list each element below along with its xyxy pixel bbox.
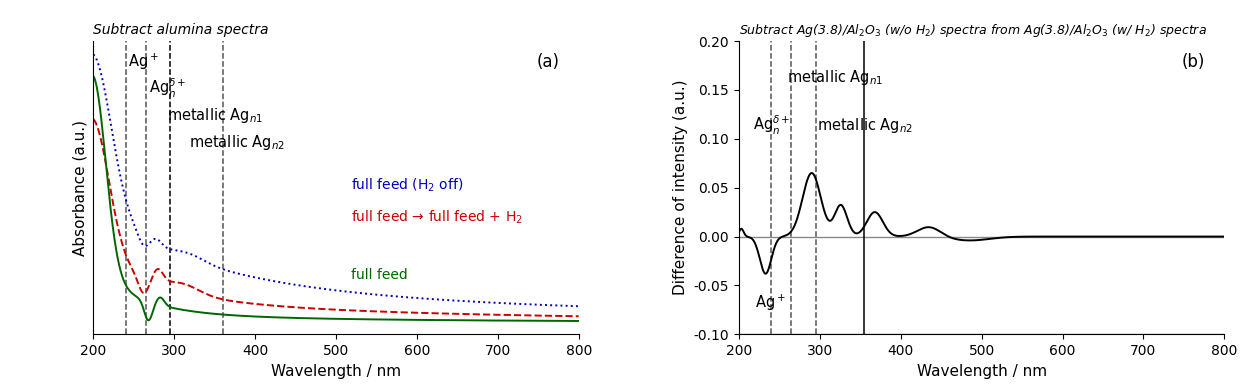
Text: metallic Ag$_{n1}$: metallic Ag$_{n1}$ <box>787 68 884 87</box>
X-axis label: Wavelength / nm: Wavelength / nm <box>916 364 1047 378</box>
Y-axis label: Difference of intensity (a.u.): Difference of intensity (a.u.) <box>672 80 687 296</box>
Text: full feed → full feed + H$_2$: full feed → full feed + H$_2$ <box>351 208 522 226</box>
Text: Ag$_n^{\delta+}$: Ag$_n^{\delta+}$ <box>753 113 791 136</box>
Text: Subtract alumina spectra: Subtract alumina spectra <box>93 23 268 37</box>
Text: (a): (a) <box>536 53 559 71</box>
Text: metallic Ag$_{n2}$: metallic Ag$_{n2}$ <box>189 133 286 152</box>
Text: Ag$^+$: Ag$^+$ <box>755 292 786 313</box>
Text: metallic Ag$_{n1}$: metallic Ag$_{n1}$ <box>167 106 264 125</box>
Text: Subtract Ag(3.8)/Al$_2$O$_3$ (w/o H$_2$) spectra from Ag(3.8)/Al$_2$O$_3$ (w/ H$: Subtract Ag(3.8)/Al$_2$O$_3$ (w/o H$_2$)… <box>738 22 1207 39</box>
Text: full feed (H$_2$ off): full feed (H$_2$ off) <box>351 176 462 194</box>
Text: metallic Ag$_{n2}$: metallic Ag$_{n2}$ <box>818 116 914 135</box>
Text: Ag$^+$: Ag$^+$ <box>128 52 159 72</box>
Text: (b): (b) <box>1182 53 1204 71</box>
Text: Ag$_n^{\delta+}$: Ag$_n^{\delta+}$ <box>149 77 186 100</box>
Y-axis label: Absorbance (a.u.): Absorbance (a.u.) <box>72 120 88 256</box>
X-axis label: Wavelength / nm: Wavelength / nm <box>271 364 401 378</box>
Text: full feed: full feed <box>351 267 408 282</box>
